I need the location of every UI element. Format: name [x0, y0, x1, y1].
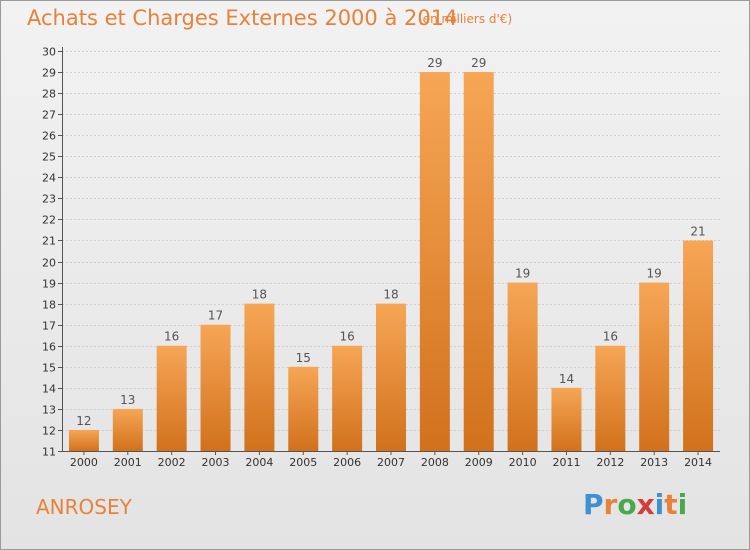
bar-2002: [156, 345, 187, 451]
y-tick-label: 24: [42, 172, 56, 185]
chart-title: Achats et Charges Externes 2000 à 2014: [27, 6, 458, 30]
x-tick-label: 2004: [245, 456, 273, 469]
logo-letter: o: [617, 488, 637, 521]
x-tick-label: 2012: [596, 456, 624, 469]
y-tick-label: 30: [42, 46, 56, 59]
logo-letter: t: [664, 488, 678, 521]
y-tick-label: 15: [42, 362, 56, 375]
y-tick-label: 21: [42, 235, 56, 248]
bar-2014: [683, 240, 714, 451]
y-tick-label: 14: [42, 383, 56, 396]
logo-letter: i: [654, 488, 665, 521]
logo-letter: P: [583, 488, 604, 521]
bar-2003: [200, 324, 231, 451]
y-tick-label: 22: [42, 214, 56, 227]
logo-letter: r: [603, 488, 618, 521]
data-label: 17: [208, 309, 223, 323]
x-tick-label: 2000: [70, 456, 98, 469]
y-tick-label: 26: [42, 130, 56, 143]
y-tick-label: 17: [42, 320, 56, 333]
bar-2005: [288, 366, 319, 451]
data-label: 18: [252, 288, 267, 302]
commune-name: ANROSEY: [36, 495, 132, 519]
bar-2011: [551, 387, 582, 451]
y-tick-label: 25: [42, 151, 56, 164]
data-label: 13: [120, 393, 135, 407]
y-tick-label: 16: [42, 341, 56, 354]
x-tick-label: 2001: [114, 456, 142, 469]
y-tick-label: 18: [42, 299, 56, 312]
bars: [68, 72, 714, 451]
y-tick-label: 13: [42, 404, 56, 417]
logo-letter: x: [636, 488, 655, 521]
data-label: 18: [383, 288, 398, 302]
y-tick-label: 11: [42, 446, 56, 459]
x-tick-label: 2003: [202, 456, 230, 469]
x-tick-label: 2007: [377, 456, 405, 469]
y-tick-label: 23: [42, 193, 56, 206]
x-tick-label: 2006: [333, 456, 361, 469]
data-label: 16: [603, 330, 618, 344]
bar-2004: [244, 303, 275, 451]
x-tick-label: 2010: [509, 456, 537, 469]
chart-subtitle: (en milliers d'€): [418, 12, 513, 26]
logo-letter: i: [677, 488, 688, 521]
y-tick-label: 12: [42, 425, 56, 438]
y-tick-label: 27: [42, 109, 56, 122]
data-label: 19: [515, 267, 530, 281]
data-label: 19: [647, 267, 662, 281]
data-label: 15: [296, 351, 311, 365]
data-label: 16: [164, 330, 179, 344]
bar-2012: [595, 345, 626, 451]
labels: 2000 12 2001 13 2002 16 2003 17 2004 18 2005 15 2006…: [70, 56, 712, 469]
bar-2001: [112, 408, 143, 451]
x-tick-label: 2014: [684, 456, 712, 469]
bar-2006: [332, 345, 363, 451]
data-label: 21: [690, 224, 705, 238]
proxiti-logo: Proxiti: [583, 488, 687, 521]
data-label: 16: [339, 330, 354, 344]
bar-2009: [463, 72, 494, 451]
x-tick-label: 2008: [421, 456, 449, 469]
y-tick-label: 20: [42, 257, 56, 270]
bar-2008: [419, 72, 450, 451]
y-tick-label: 19: [42, 278, 56, 291]
x-tick-label: 2011: [552, 456, 580, 469]
x-tick-label: 2002: [158, 456, 186, 469]
y-tick-label: 28: [42, 88, 56, 101]
bar-2013: [639, 282, 670, 451]
data-label: 14: [559, 372, 574, 386]
data-label: 29: [471, 56, 486, 70]
axes: 11 12 13 14 15 16 17 18 19 20 21 22 23 24 25 26 27 28 29 30: [42, 46, 720, 459]
bar-2000: [68, 429, 99, 451]
x-tick-label: 2005: [289, 456, 317, 469]
x-tick-label: 2013: [640, 456, 668, 469]
bar-2010: [507, 282, 538, 451]
data-label: 12: [76, 414, 91, 428]
bar-2007: [376, 303, 406, 451]
x-tick-label: 2009: [465, 456, 493, 469]
data-label: 29: [427, 56, 442, 70]
y-tick-label: 29: [42, 67, 56, 80]
